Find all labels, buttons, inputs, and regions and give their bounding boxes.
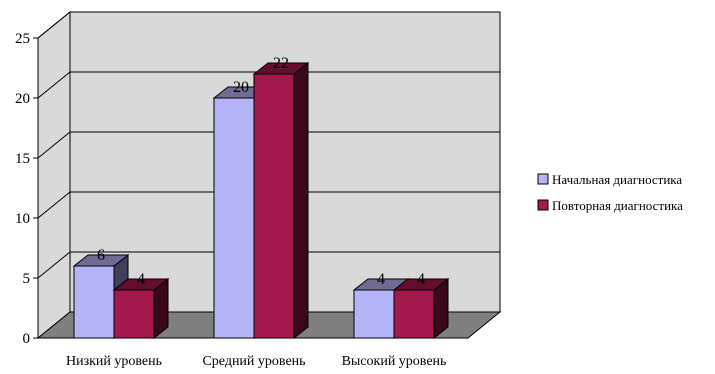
legend-box — [532, 167, 712, 225]
bar — [393, 289, 435, 339]
data-labels: 6 4 20 22 4 4 — [97, 55, 425, 288]
y-tick-label: 20 — [15, 91, 30, 107]
bar — [113, 289, 155, 339]
legend: Начальная диагностика Повторная диагности… — [532, 167, 712, 225]
bars — [72, 61, 450, 340]
y-tick-label: 10 — [15, 211, 30, 227]
category-labels: Низкий уровень Средний уровень Высокий уро… — [66, 354, 446, 369]
y-tick-label: 15 — [15, 151, 30, 167]
bar — [253, 73, 295, 339]
gridline — [37, 11, 500, 39]
y-tick-label: 0 — [23, 331, 31, 347]
data-label: 22 — [273, 55, 289, 72]
data-label: 4 — [377, 271, 385, 288]
data-label: 6 — [97, 247, 105, 264]
legend-swatch — [537, 173, 549, 185]
legend-swatch — [537, 199, 549, 211]
side-wall — [37, 10, 71, 340]
data-label: 4 — [417, 271, 425, 288]
bar — [353, 289, 395, 339]
data-label: 20 — [233, 79, 249, 96]
gridline — [37, 251, 500, 279]
y-axis: 0 5 10 15 20 25 — [15, 31, 39, 347]
gridline — [37, 71, 500, 99]
gridlines — [37, 11, 500, 279]
y-tick-label: 25 — [15, 31, 30, 47]
y-tick-label: 5 — [23, 271, 31, 287]
x-tick-label: Средний уровень — [202, 354, 305, 369]
legend-label: Начальная диагностика — [552, 172, 682, 187]
x-tick-label: Низкий уровень — [66, 354, 162, 369]
gridline — [37, 191, 500, 219]
gridline — [37, 131, 500, 159]
bar — [213, 97, 255, 339]
bar — [73, 265, 115, 339]
legend-label: Повторная диагностика — [552, 198, 683, 213]
x-tick-label: Высокий уровень — [342, 354, 447, 369]
data-label: 4 — [137, 271, 145, 288]
bar-side — [293, 61, 309, 340]
